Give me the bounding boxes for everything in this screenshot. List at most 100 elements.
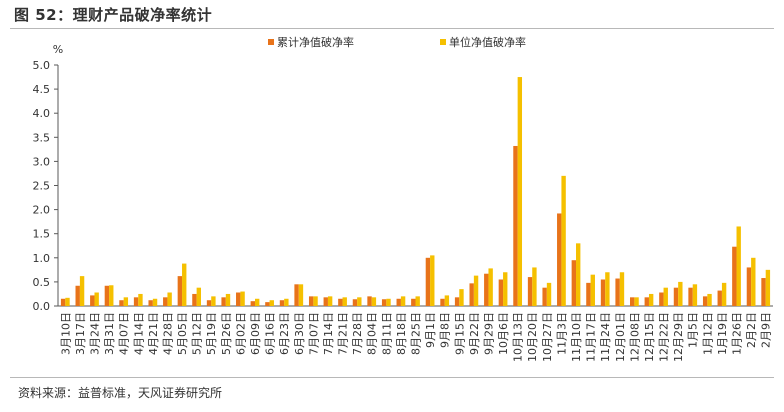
bar-unit <box>79 276 85 306</box>
bar-unit <box>590 274 595 306</box>
bar-unit <box>357 297 362 306</box>
y-tick-label: 4.0 <box>33 107 51 120</box>
y-tick-label: 3.0 <box>33 155 51 168</box>
y-tick-label: 5.0 <box>33 59 51 72</box>
bar-cumulative <box>527 277 533 306</box>
bar-unit <box>225 293 231 306</box>
x-tick-label: 8月18日 <box>395 312 408 355</box>
bar-unit <box>503 272 508 306</box>
bar-cumulative <box>323 297 328 306</box>
bar-unit <box>400 296 406 306</box>
x-tick-label: 4月07日 <box>118 312 131 355</box>
x-tick-label: 6月02日 <box>234 312 247 355</box>
bar-unit <box>65 297 70 306</box>
x-tick-label: 1月12日 <box>701 312 714 355</box>
bar-cumulative <box>615 278 620 306</box>
x-tick-label: 1月5日 <box>687 312 700 348</box>
bar-unit <box>663 287 668 306</box>
y-tick-label: 2.0 <box>33 204 51 217</box>
bar-unit <box>459 289 464 306</box>
bar-cumulative <box>571 260 577 306</box>
bar-cumulative <box>265 302 270 306</box>
bar-cumulative <box>192 293 197 306</box>
bar-cumulative <box>308 296 314 306</box>
bar-cumulative <box>367 296 372 306</box>
legend-swatch <box>268 39 274 45</box>
legend-label: 累计净值破净率 <box>277 35 354 49</box>
x-tick-label: 1月19日 <box>716 312 729 355</box>
x-tick-label: 7月14日 <box>322 312 335 355</box>
x-tick-label: 10月6日 <box>497 312 510 355</box>
bar-cumulative <box>60 298 66 306</box>
bar-cumulative <box>688 287 693 306</box>
x-tick-label: 9月1日 <box>424 312 437 348</box>
y-tick-label: 1.0 <box>33 252 51 265</box>
x-tick-label: 7月21日 <box>337 312 350 355</box>
x-tick-label: 12月01日 <box>614 312 627 362</box>
x-tick-label: 11月17日 <box>585 312 598 362</box>
x-tick-label: 5月12日 <box>191 312 204 355</box>
bar-unit <box>444 295 450 306</box>
bar-cumulative <box>236 292 241 306</box>
bar-unit <box>196 287 201 306</box>
bar-unit <box>240 291 245 306</box>
bar-unit <box>94 292 99 306</box>
x-tick-label: 5月26日 <box>220 312 233 355</box>
bar-unit <box>269 300 274 306</box>
y-tick-label: 4.5 <box>33 83 51 96</box>
bar-cumulative <box>396 298 401 306</box>
bar-unit <box>415 296 420 306</box>
x-tick-label: 3月31日 <box>103 312 116 355</box>
bar-cumulative <box>177 276 183 306</box>
bar-unit <box>109 285 114 306</box>
bar-cumulative <box>352 299 358 306</box>
bar-cumulative <box>425 257 431 306</box>
bar-cumulative <box>206 300 212 306</box>
x-tick-label: 6月30日 <box>293 312 306 355</box>
x-tick-label: 9月22日 <box>468 312 481 355</box>
x-tick-label: 9月29日 <box>482 312 495 355</box>
bar-unit <box>634 297 639 306</box>
x-tick-label: 12月08日 <box>628 312 641 362</box>
x-tick-label: 9月15日 <box>453 312 466 355</box>
x-tick-label: 8月11日 <box>380 312 393 355</box>
y-tick-label: 1.5 <box>33 228 51 241</box>
bar-unit <box>546 282 552 306</box>
bar-cumulative <box>673 287 679 306</box>
legend-label: 单位净值破净率 <box>449 35 526 49</box>
bar-unit <box>576 243 581 306</box>
x-tick-label: 12月29日 <box>672 312 685 362</box>
x-tick-label: 9月8日 <box>439 312 452 348</box>
bar-unit <box>386 298 391 306</box>
x-tick-label: 8月04日 <box>366 312 379 355</box>
bar-cumulative <box>75 285 80 306</box>
x-tick-label: 11月10日 <box>570 312 583 362</box>
x-tick-label: 5月19日 <box>205 312 218 355</box>
bar-unit <box>473 275 479 306</box>
bar-cumulative <box>338 298 343 306</box>
x-tick-label: 12月15日 <box>643 312 656 362</box>
bar-unit <box>605 272 610 306</box>
bar-unit <box>430 255 435 306</box>
bar-cumulative <box>484 273 489 306</box>
bar-cumulative <box>381 299 387 306</box>
bar-unit <box>561 175 566 306</box>
bar-cumulative <box>133 297 139 306</box>
bar-unit <box>254 298 260 306</box>
y-tick-label: 3.5 <box>33 131 51 144</box>
bar-cumulative <box>148 300 153 306</box>
bar-unit <box>517 77 523 306</box>
bar-cumulative <box>119 300 124 306</box>
y-tick-label: 2.5 <box>33 180 51 193</box>
bar-unit <box>532 267 537 306</box>
bar-unit <box>692 284 698 306</box>
bar-unit <box>648 293 654 306</box>
bar-cumulative <box>630 297 635 306</box>
x-tick-label: 10月13日 <box>512 312 525 362</box>
bar-unit <box>167 292 172 306</box>
x-tick-label: 3月10日 <box>59 312 72 355</box>
x-tick-label: 3月17日 <box>74 312 87 355</box>
bar-unit <box>765 269 771 306</box>
x-tick-label: 4月21日 <box>147 312 160 355</box>
x-tick-label: 2月9日 <box>760 312 773 348</box>
